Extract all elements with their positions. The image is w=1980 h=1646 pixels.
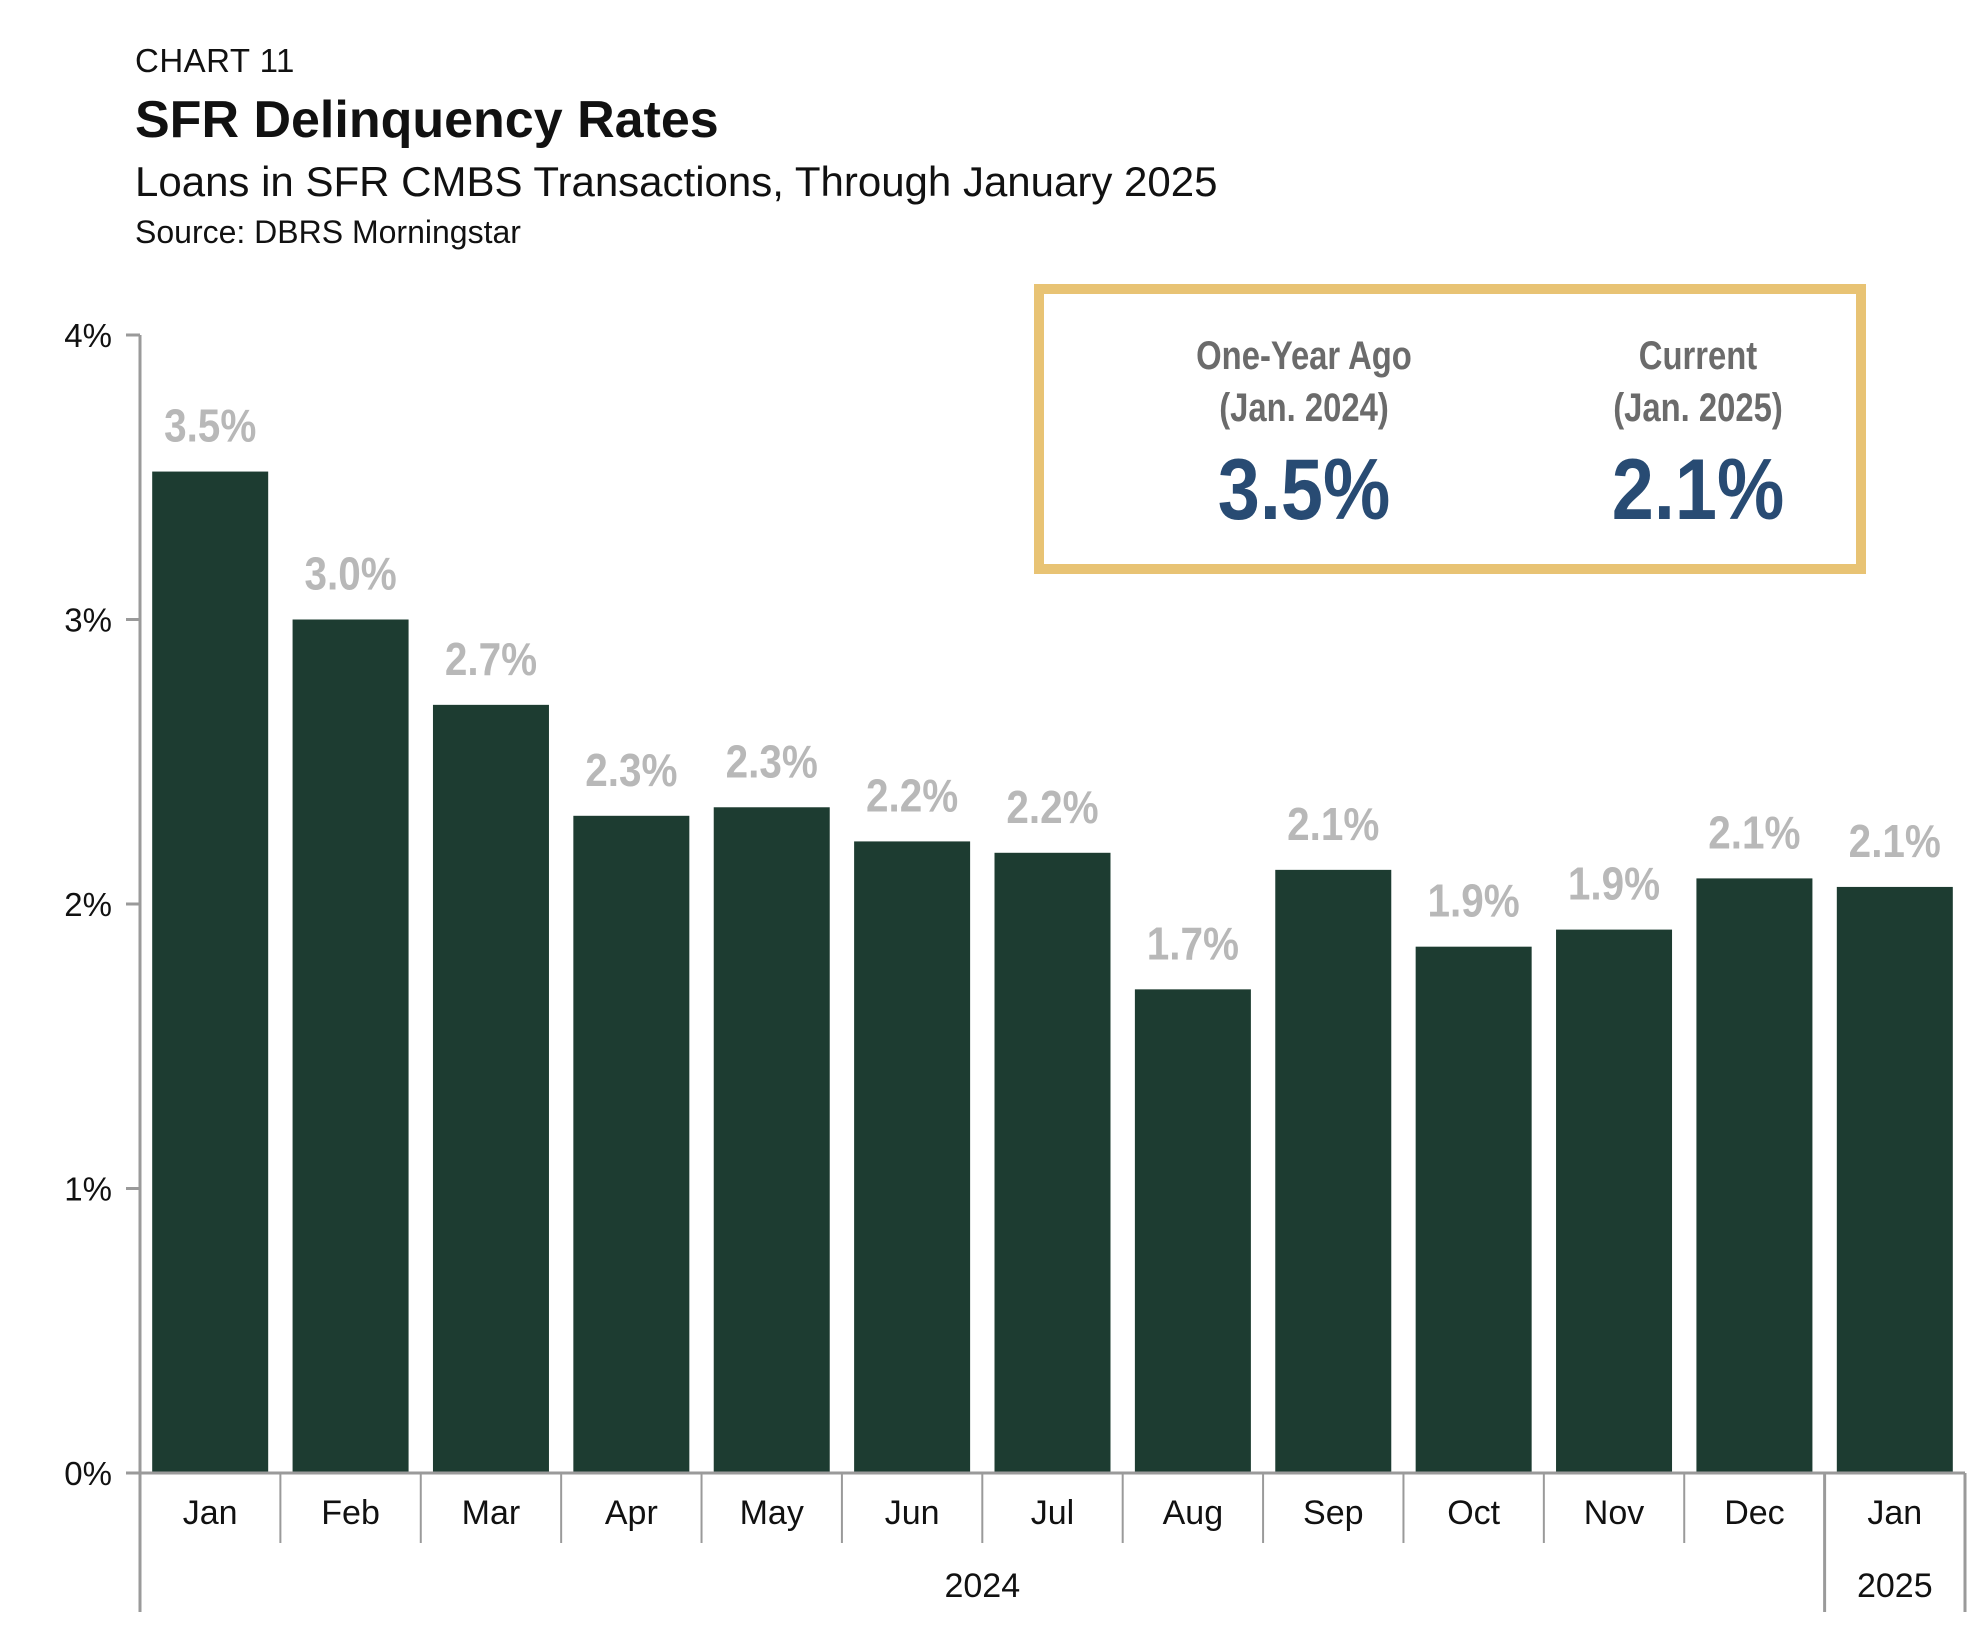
bar-data-label: 3.0%: [304, 549, 396, 600]
bar: [994, 852, 1111, 1473]
year-group-label: 2025: [1857, 1567, 1933, 1605]
y-tick-label: 0%: [64, 1455, 112, 1492]
bar-data-label: 2.1%: [1287, 800, 1379, 851]
bar-data-label: 2.3%: [726, 737, 818, 788]
x-category-label: Oct: [1447, 1494, 1500, 1532]
y-tick-label: 1%: [64, 1171, 112, 1208]
comparison-callout: One-Year Ago (Jan. 2024) 3.5% Current (J…: [1034, 284, 1866, 574]
bar-data-label: 2.2%: [866, 771, 958, 822]
bar-data-label: 3.5%: [164, 401, 256, 452]
x-category-label: Sep: [1303, 1494, 1364, 1532]
one-year-ago-label-line2: (Jan. 2024): [1219, 386, 1389, 430]
chart-source: Source: DBRS Morningstar: [135, 214, 521, 250]
bar-data-label: 2.1%: [1708, 808, 1800, 859]
bar-data-label: 2.3%: [585, 745, 677, 796]
x-category-label: Jul: [1031, 1494, 1074, 1532]
chart-subtitle: Loans in SFR CMBS Transactions, Through …: [135, 158, 1218, 205]
y-tick-label: 2%: [64, 886, 112, 923]
current-label-line2: (Jan. 2025): [1613, 386, 1783, 430]
y-tick-label: 4%: [64, 317, 112, 354]
y-tick-label: 3%: [64, 602, 112, 639]
current-stat: Current (Jan. 2025) 2.1%: [1518, 330, 1878, 538]
bar-data-label: 2.7%: [445, 635, 537, 686]
one-year-ago-stat: One-Year Ago (Jan. 2024) 3.5%: [1124, 330, 1484, 538]
x-category-label: Jun: [885, 1494, 940, 1532]
bar: [854, 841, 971, 1473]
one-year-ago-label-line1: One-Year Ago: [1196, 334, 1412, 378]
bar: [1696, 878, 1813, 1473]
x-category-label: Dec: [1724, 1494, 1784, 1532]
bar: [292, 619, 409, 1473]
year-group-label: 2024: [944, 1567, 1020, 1605]
bar: [1275, 869, 1392, 1473]
x-category-label: Aug: [1163, 1494, 1224, 1532]
bar: [432, 704, 549, 1473]
bar-data-label: 1.7%: [1147, 919, 1239, 970]
current-value: 2.1%: [1611, 442, 1785, 538]
bar: [1415, 946, 1532, 1473]
bar: [152, 471, 269, 1473]
bar: [1556, 929, 1673, 1473]
bar-data-label: 2.1%: [1849, 817, 1941, 868]
one-year-ago-value: 3.5%: [1217, 442, 1391, 538]
bar-data-label: 2.2%: [1006, 782, 1098, 833]
bar: [1134, 989, 1251, 1473]
x-category-label: Feb: [321, 1494, 380, 1532]
x-category-label: May: [740, 1494, 804, 1532]
bar: [573, 815, 690, 1473]
current-label-line1: Current: [1638, 334, 1758, 378]
x-category-label: Mar: [462, 1494, 521, 1532]
bar-data-label: 1.9%: [1568, 859, 1660, 910]
bar: [1836, 886, 1953, 1473]
bar-data-label: 1.9%: [1428, 876, 1520, 927]
x-category-label: Nov: [1584, 1494, 1644, 1532]
x-category-label: Jan: [1867, 1494, 1922, 1532]
bar: [713, 807, 830, 1473]
x-category-label: Apr: [605, 1494, 658, 1532]
x-category-label: Jan: [183, 1494, 238, 1532]
chart-title: SFR Delinquency Rates: [135, 91, 719, 149]
chart-label: CHART 11: [135, 42, 295, 79]
